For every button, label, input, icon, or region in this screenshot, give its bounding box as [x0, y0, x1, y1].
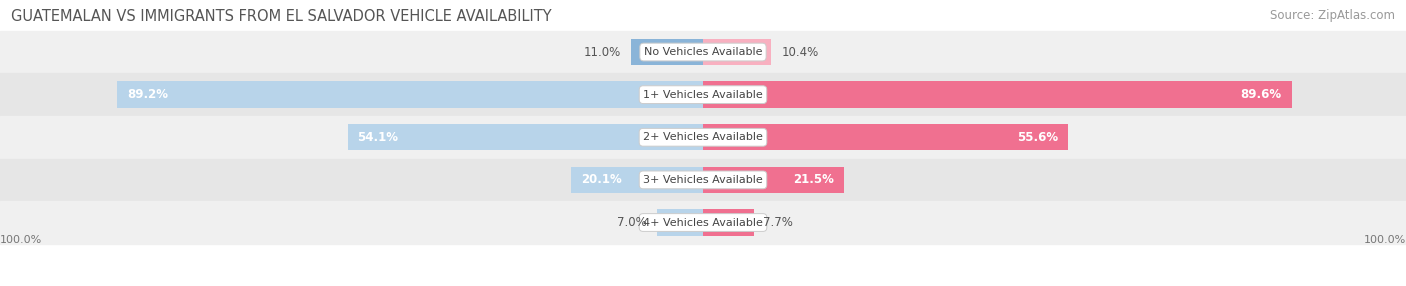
Text: 55.6%: 55.6% [1018, 131, 1059, 144]
Bar [0, 159, 1406, 201]
Bar [117, 82, 703, 108]
Text: Source: ZipAtlas.com: Source: ZipAtlas.com [1270, 9, 1395, 21]
Text: 10.4%: 10.4% [782, 45, 818, 59]
Bar [0, 73, 1406, 116]
Bar [631, 39, 703, 65]
Text: 7.0%: 7.0% [617, 216, 647, 229]
Text: 89.2%: 89.2% [127, 88, 167, 101]
Text: 7.7%: 7.7% [763, 216, 793, 229]
Text: 89.6%: 89.6% [1240, 88, 1282, 101]
Text: No Vehicles Available: No Vehicles Available [644, 47, 762, 57]
Bar [0, 31, 1406, 73]
Bar [703, 209, 754, 236]
Text: 100.0%: 100.0% [1364, 235, 1406, 245]
Text: 11.0%: 11.0% [583, 45, 621, 59]
Bar [703, 39, 772, 65]
Bar [657, 209, 703, 236]
Bar [703, 167, 844, 193]
Text: 3+ Vehicles Available: 3+ Vehicles Available [643, 175, 763, 185]
Text: 4+ Vehicles Available: 4+ Vehicles Available [643, 218, 763, 228]
Bar [0, 201, 1406, 244]
Text: 20.1%: 20.1% [581, 173, 621, 186]
Text: GUATEMALAN VS IMMIGRANTS FROM EL SALVADOR VEHICLE AVAILABILITY: GUATEMALAN VS IMMIGRANTS FROM EL SALVADO… [11, 9, 553, 23]
Bar [703, 124, 1069, 150]
Text: 100.0%: 100.0% [0, 235, 42, 245]
Text: 54.1%: 54.1% [357, 131, 398, 144]
Bar [347, 124, 703, 150]
Bar [571, 167, 703, 193]
Text: 2+ Vehicles Available: 2+ Vehicles Available [643, 132, 763, 142]
Text: 21.5%: 21.5% [793, 173, 834, 186]
Bar [703, 82, 1292, 108]
Bar [0, 116, 1406, 159]
Text: 1+ Vehicles Available: 1+ Vehicles Available [643, 90, 763, 100]
